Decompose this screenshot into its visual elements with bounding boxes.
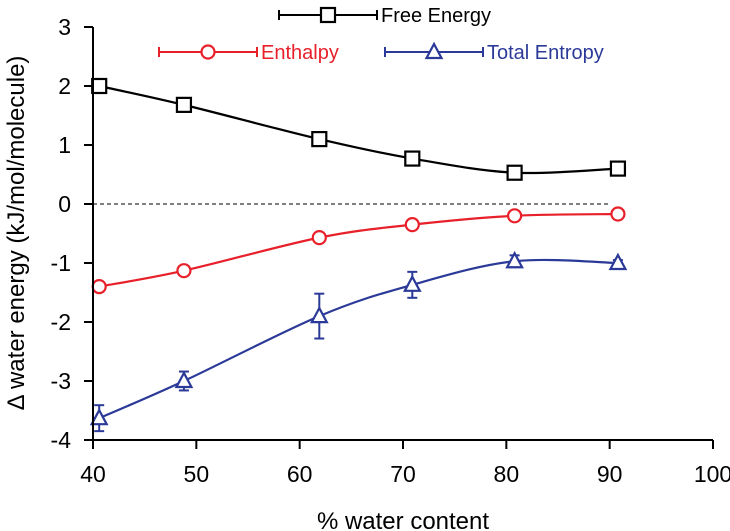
y-tick-label: -2 [51,309,71,335]
data-point [89,407,109,426]
data-point [175,96,193,113]
data-point [404,217,420,233]
plot-area [89,77,628,433]
legend: Free Energy Enthalpy Total Entropy [158,5,604,64]
legend-item-enthalpy: Enthalpy [158,42,339,64]
x-axis-label: % water content [317,508,489,531]
data-point [608,252,628,271]
data-point [506,208,523,224]
data-point [91,77,108,95]
legend-marker [319,6,337,24]
data-point [404,150,421,167]
data-point [174,370,194,389]
x-tick-label: 40 [80,461,106,487]
legend-item-free-energy: Free Energy [278,5,491,27]
data-point [91,279,107,295]
legend-marker [424,41,444,60]
x-tick-label: 70 [390,461,416,487]
data-point [402,274,422,292]
y-tick-label: 0 [58,191,71,217]
legend-marker [200,44,216,60]
x-tick-label: 60 [287,461,313,487]
ticks: -4 -3 -2 -1 0 1 2 3 40 50 60 70 80 90 100 [51,14,730,487]
data-point [610,206,626,222]
y-axis-label: Δ water energy (kJ/mol/molecule) [3,56,30,411]
y-tick-label: -1 [51,250,71,276]
data-point [176,263,192,279]
x-tick-label: 80 [494,461,520,487]
series-free-energy [91,77,627,181]
series-total-entropy [89,250,628,433]
x-tick-label: 90 [597,461,623,487]
data-point [609,160,627,177]
legend-item-total-entropy: Total Entropy [384,41,604,64]
legend-label: Total Entropy [487,42,604,64]
legend-label: Enthalpy [261,42,339,64]
y-tick-label: -4 [51,427,72,453]
data-point [311,131,328,148]
data-point [309,305,329,324]
x-tick-label: 50 [184,461,210,487]
series-enthalpy [91,206,626,295]
y-tick-label: 3 [58,14,71,40]
x-tick-label: 100 [694,461,730,487]
series-line [98,258,618,420]
data-point [505,250,524,269]
y-tick-label: 1 [58,132,71,158]
y-tick-label: -3 [51,368,71,394]
data-point [506,164,523,181]
y-tick-label: 2 [58,73,71,99]
data-point [311,230,327,246]
series-line [98,212,618,288]
legend-label: Free Energy [381,5,491,27]
